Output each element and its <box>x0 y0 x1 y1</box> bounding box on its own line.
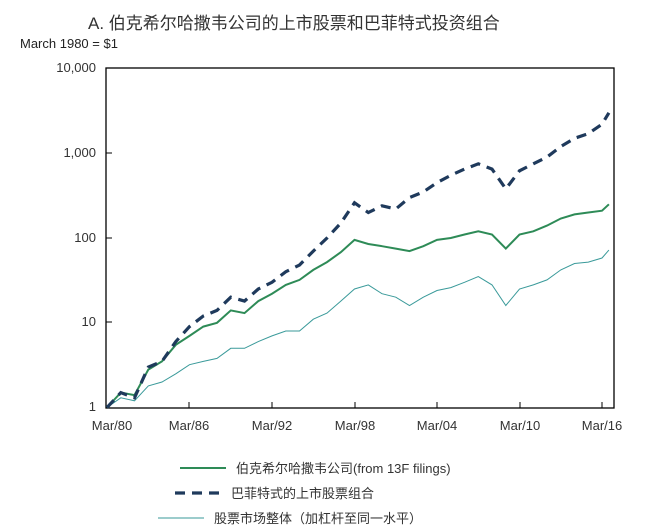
chart-subtitle: March 1980 = $1 <box>20 36 118 51</box>
legend-item-market: 股票市场整体（加杠杆至同一水平） <box>158 508 422 527</box>
plot-frame <box>105 67 615 409</box>
legend-solid-line-icon <box>180 466 226 469</box>
chart-title: A. 伯克希尔哈撒韦公司的上市股票和巴菲特式投资组合 <box>88 14 500 33</box>
x-tick-mar98: Mar/98 <box>334 418 376 433</box>
x-tick-mar92: Mar/92 <box>251 418 293 433</box>
legend-thin-line-icon <box>158 517 204 518</box>
axis-ticks <box>106 152 603 408</box>
y-tick-10000: 10,000 <box>56 60 96 75</box>
y-tick-1: 1 <box>88 399 96 414</box>
legend-label-market: 股票市场整体（加杠杆至同一水平） <box>214 511 423 526</box>
legend-label-berkshire: 伯克希尔哈撒韦公司(from 13F filings) <box>236 461 451 476</box>
x-tick-mar10: Mar/10 <box>499 418 541 433</box>
legend-dashed-line-icon <box>175 490 221 495</box>
x-tick-mar86: Mar/86 <box>168 418 210 433</box>
y-tick-10: 10 <box>81 314 96 329</box>
legend-item-buffett-style: 巴菲特式的上市股票组合 <box>175 483 374 502</box>
series-berkshire-line <box>106 203 610 409</box>
legend-label-buffett-style: 巴菲特式的上市股票组合 <box>231 486 375 501</box>
y-tick-100: 100 <box>74 230 96 245</box>
series-buffett-style-line <box>105 111 611 409</box>
x-tick-mar16: Mar/16 <box>581 418 623 433</box>
legend-item-berkshire: 伯克希尔哈撒韦公司(from 13F filings) <box>180 458 451 477</box>
x-tick-mar04: Mar/04 <box>416 418 458 433</box>
series-market-line <box>106 249 610 408</box>
y-tick-1000: 1,000 <box>63 145 96 160</box>
x-tick-mar80: Mar/80 <box>91 418 133 433</box>
